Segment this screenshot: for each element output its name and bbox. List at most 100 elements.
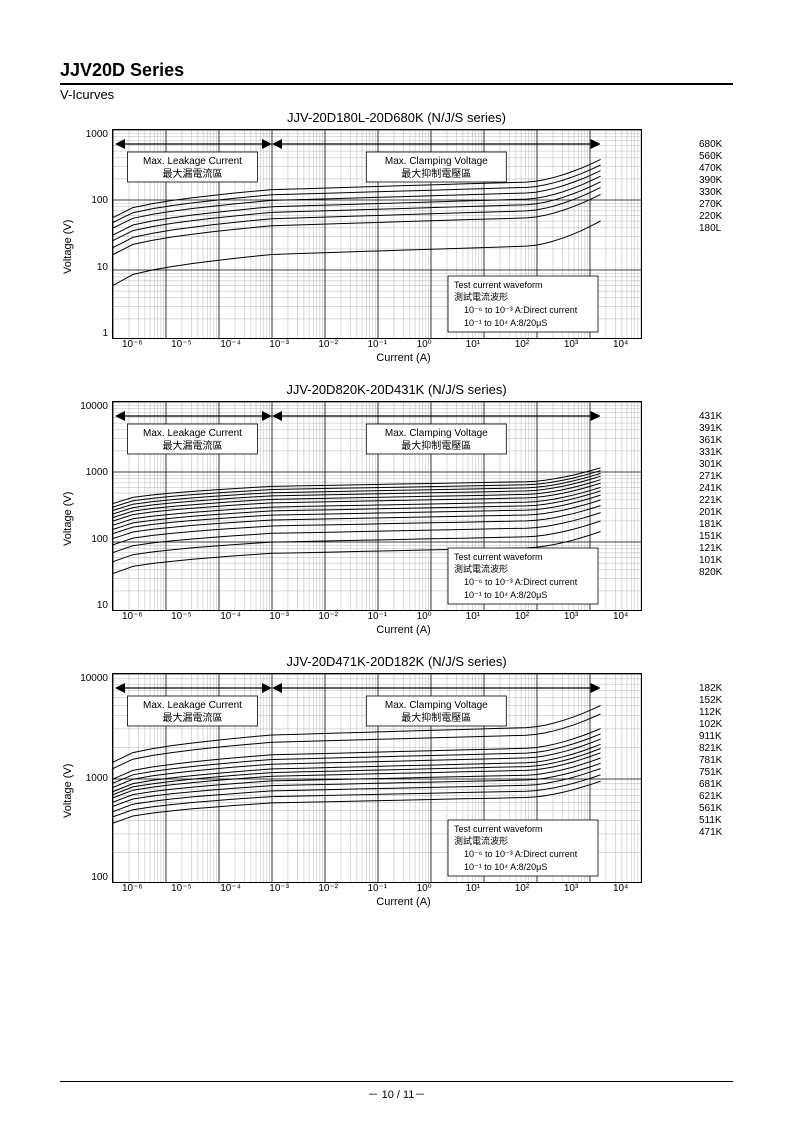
svg-text:10⁻¹ to 10⁴ A:8/20μS: 10⁻¹ to 10⁴ A:8/20μS [464,862,547,872]
y-ticks: 100100010000 [76,673,112,883]
xtick: 10⁻³ [269,339,318,350]
svg-text:10⁻⁶ to 10⁻³ A:Direct current: 10⁻⁶ to 10⁻³ A:Direct current [464,577,578,587]
page-footer: － 10 / 11－ [60,1081,733,1102]
chart-block: JJV-20D820K-20D431K (N/J/S series) Volta… [60,382,733,636]
xtick: 10⁴ [613,339,662,350]
series-label: 621K [699,791,733,803]
series-label: 431K [699,411,733,423]
series-label: 680K [699,139,733,151]
ytick: 1000 [76,467,108,478]
series-label: 271K [699,471,733,483]
series-label: 470K [699,163,733,175]
charts-container: JJV-20D180L-20D680K (N/J/S series) Volta… [60,110,733,908]
svg-text:最大抑制電壓區: 最大抑制電壓區 [401,711,471,724]
xtick: 10⁻⁴ [220,611,269,622]
series-label: 560K [699,151,733,163]
series-label: 220K [699,211,733,223]
ytick: 100 [76,872,108,883]
xtick: 10⁻⁴ [220,339,269,350]
x-ticks: 10⁻⁶10⁻⁵10⁻⁴10⁻³10⁻²10⁻¹10⁰10¹10²10³10⁴ [112,883,662,894]
series-label: 180L [699,223,733,235]
svg-text:Max. Clamping Voltage: Max. Clamping Voltage [385,700,488,711]
chart-block: JJV-20D471K-20D182K (N/J/S series) Volta… [60,654,733,908]
xtick: 10³ [564,883,613,894]
xtick: 10⁻³ [269,883,318,894]
xtick: 10² [515,611,564,622]
svg-text:Test current waveform: Test current waveform [454,552,543,562]
series-label: 102K [699,719,733,731]
svg-text:測試電流波形: 測試電流波形 [454,835,508,846]
svg-text:Max. Clamping Voltage: Max. Clamping Voltage [385,156,488,167]
series-label: 101K [699,555,733,567]
series-label: 201K [699,507,733,519]
series-label: 361K [699,435,733,447]
svg-text:Max. Leakage Current: Max. Leakage Current [143,700,242,711]
series-label: 911K [699,731,733,743]
svg-text:測試電流波形: 測試電流波形 [454,291,508,302]
ytick: 1 [76,328,108,339]
x-ticks: 10⁻⁶10⁻⁵10⁻⁴10⁻³10⁻²10⁻¹10⁰10¹10²10³10⁴ [112,611,662,622]
series-label: 241K [699,483,733,495]
xtick: 10⁻⁵ [171,339,220,350]
chart-plot: Max. Leakage Current 最大漏電流區 Max. Clampin… [112,129,642,339]
chart-title: JJV-20D471K-20D182K (N/J/S series) [60,654,733,669]
series-label: 511K [699,815,733,827]
x-axis-label: Current (A) [112,352,695,364]
svg-text:10⁻¹ to 10⁴ A:8/20μS: 10⁻¹ to 10⁴ A:8/20μS [464,590,547,600]
series-label: 121K [699,543,733,555]
xtick: 10⁰ [417,883,466,894]
xtick: 10⁻² [318,611,367,622]
series-labels: 182K152K112K102K911K821K781K751K681K621K… [695,673,733,908]
series-labels: 431K391K361K331K301K271K241K221K201K181K… [695,401,733,636]
svg-text:10⁻¹ to 10⁴ A:8/20μS: 10⁻¹ to 10⁴ A:8/20μS [464,318,547,328]
series-label: 781K [699,755,733,767]
svg-text:測試電流波形: 測試電流波形 [454,563,508,574]
y-ticks: 10100100010000 [76,401,112,611]
xtick: 10⁻² [318,883,367,894]
series-label: 561K [699,803,733,815]
page-subtitle: V-Icurves [60,87,733,102]
series-label: 390K [699,175,733,187]
ytick: 1000 [76,129,108,140]
xtick: 10³ [564,611,613,622]
svg-text:最大抑制電壓區: 最大抑制電壓區 [401,439,471,452]
svg-text:Test current waveform: Test current waveform [454,280,543,290]
ytick: 100 [76,534,108,545]
svg-text:最大抑制電壓區: 最大抑制電壓區 [401,167,471,180]
svg-text:最大漏電流區: 最大漏電流區 [163,711,223,724]
xtick: 10⁻³ [269,611,318,622]
chart-plot: Max. Leakage Current 最大漏電流區 Max. Clampin… [112,673,642,883]
xtick: 10⁻⁵ [171,883,220,894]
xtick: 10⁰ [417,339,466,350]
xtick: 10⁻⁶ [122,611,171,622]
series-label: 681K [699,779,733,791]
series-label: 221K [699,495,733,507]
ytick: 10000 [76,673,108,684]
series-label: 751K [699,767,733,779]
y-axis-label: Voltage (V) [60,401,76,636]
y-axis-label: Voltage (V) [60,129,76,364]
series-label: 270K [699,199,733,211]
chart-title: JJV-20D180L-20D680K (N/J/S series) [60,110,733,125]
series-label: 301K [699,459,733,471]
xtick: 10⁻¹ [367,883,416,894]
svg-text:最大漏電流區: 最大漏電流區 [163,167,223,180]
series-label: 331K [699,447,733,459]
xtick: 10¹ [466,883,515,894]
xtick: 10³ [564,339,613,350]
y-axis-label: Voltage (V) [60,673,76,908]
xtick: 10⁻⁶ [122,339,171,350]
series-label: 821K [699,743,733,755]
xtick: 10⁻⁴ [220,883,269,894]
svg-text:Test current waveform: Test current waveform [454,824,543,834]
xtick: 10² [515,883,564,894]
series-labels: 680K560K470K390K330K270K220K180L [695,129,733,364]
series-label: 151K [699,531,733,543]
svg-text:10⁻⁶ to 10⁻³ A:Direct current: 10⁻⁶ to 10⁻³ A:Direct current [464,305,578,315]
chart-block: JJV-20D180L-20D680K (N/J/S series) Volta… [60,110,733,364]
series-label: 330K [699,187,733,199]
xtick: 10⁴ [613,883,662,894]
xtick: 10⁻² [318,339,367,350]
y-ticks: 1101001000 [76,129,112,339]
svg-text:最大漏電流區: 最大漏電流區 [163,439,223,452]
